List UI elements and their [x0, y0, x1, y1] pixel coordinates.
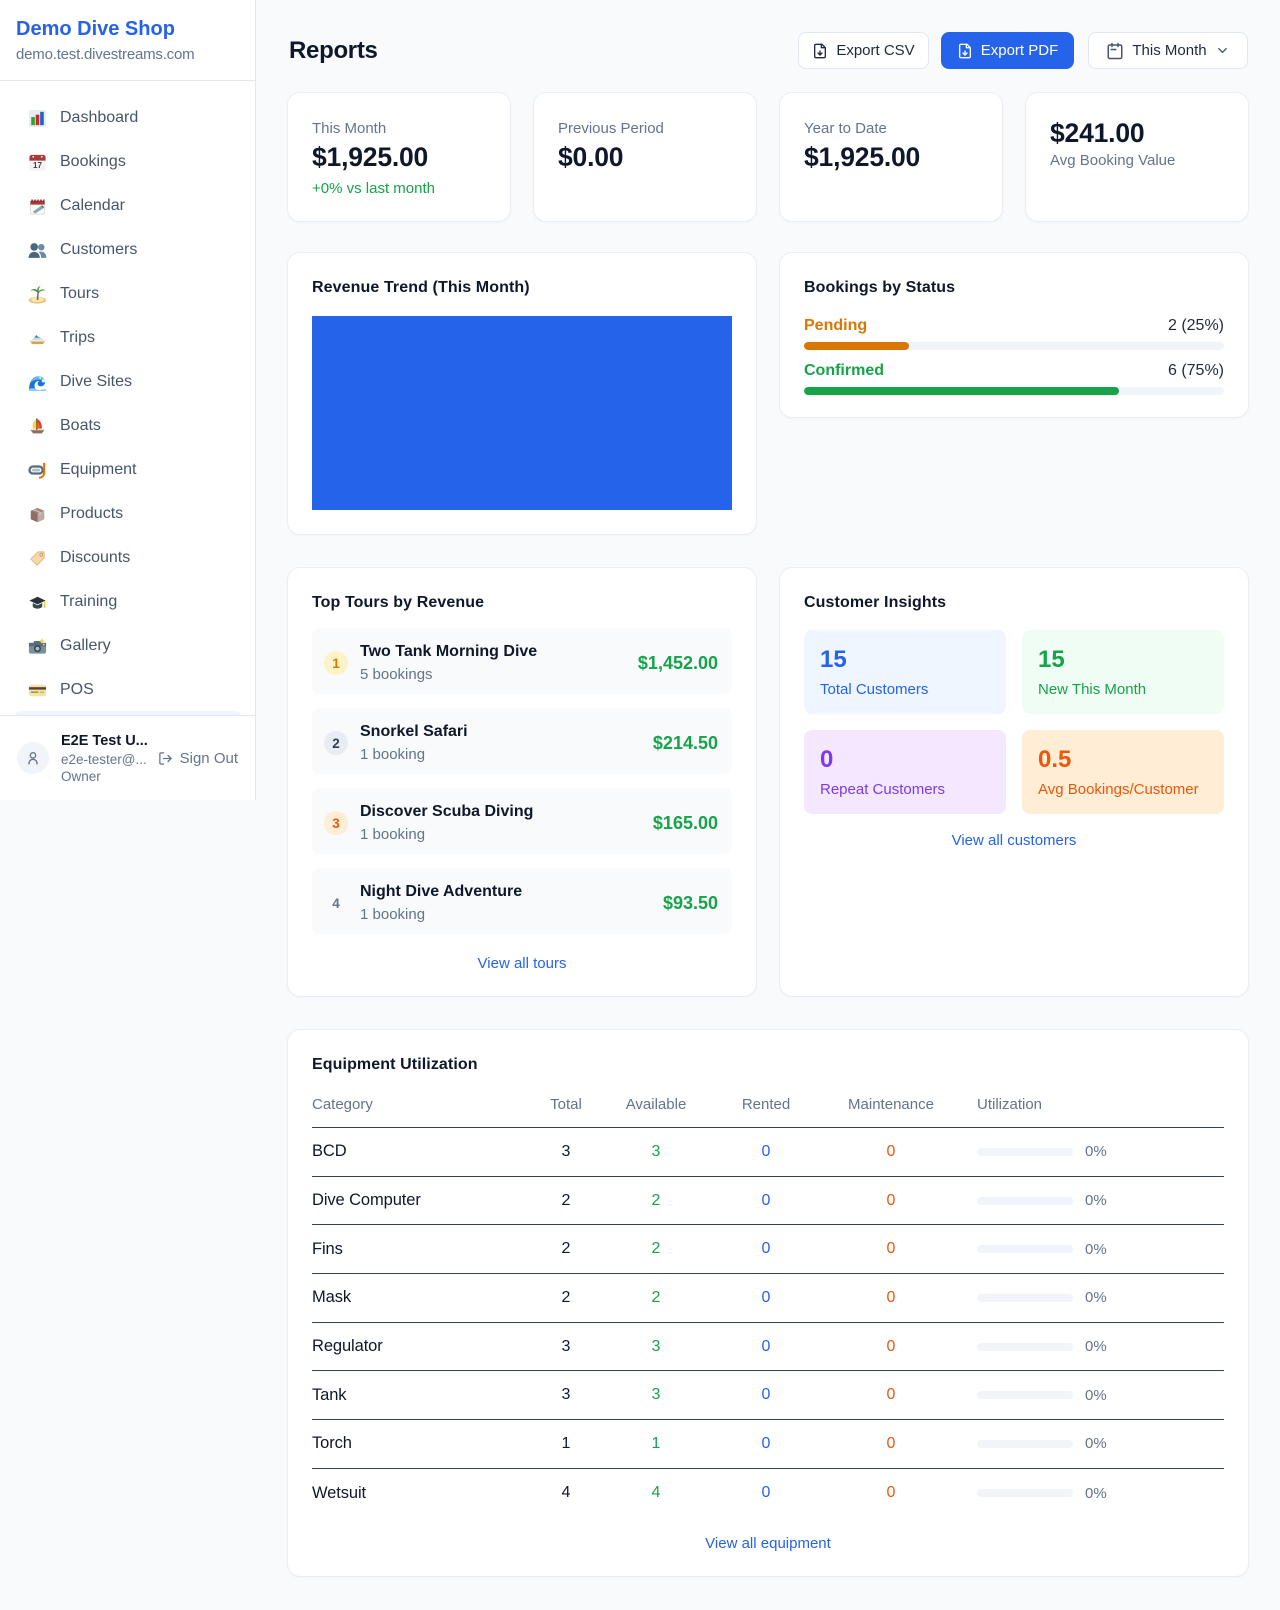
svg-text:17: 17	[33, 161, 42, 170]
